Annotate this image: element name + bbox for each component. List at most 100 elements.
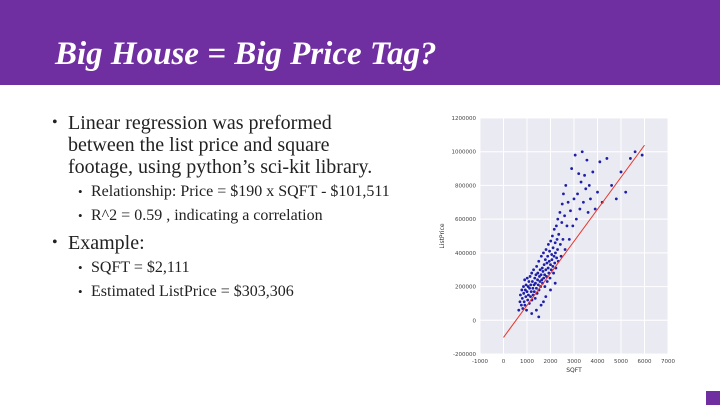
data-point (610, 184, 613, 187)
data-point (565, 224, 569, 228)
data-point (544, 268, 548, 272)
chart-svg: -1000 0 1000 2000 3000 4000 5000 6000 7000 -20000… (439, 116, 675, 374)
data-point (574, 217, 578, 221)
data-point (596, 190, 599, 194)
data-point (562, 192, 565, 196)
data-point (519, 293, 522, 297)
data-point (569, 209, 572, 213)
data-point (543, 258, 547, 261)
data-point (550, 234, 554, 238)
data-point (552, 271, 555, 275)
x-tick-label: 1000 (520, 359, 534, 365)
data-point (523, 278, 527, 282)
data-point (584, 187, 588, 191)
data-point (536, 283, 540, 287)
data-point (563, 248, 567, 251)
data-point (531, 280, 534, 283)
data-point (558, 243, 562, 246)
data-point (633, 150, 637, 154)
data-point (558, 211, 562, 214)
data-point (578, 207, 582, 211)
data-point (535, 264, 539, 268)
data-point (552, 254, 556, 258)
data-point (570, 167, 574, 170)
data-point (525, 290, 529, 294)
data-point (629, 157, 632, 160)
data-point (542, 263, 546, 267)
data-point (543, 273, 547, 277)
data-point (534, 281, 537, 285)
data-point (572, 197, 576, 201)
data-point (519, 303, 523, 307)
data-point (529, 290, 533, 294)
data-point (571, 224, 575, 228)
data-point (522, 285, 525, 288)
data-point (551, 246, 555, 250)
data-point (530, 312, 534, 315)
data-point (546, 266, 550, 270)
data-point (564, 184, 568, 187)
data-point (547, 259, 551, 263)
data-point (552, 227, 556, 231)
scatter-chart: -1000 0 1000 2000 3000 4000 5000 6000 7000 -20000… (430, 106, 675, 378)
y-tick-label: -200000 (453, 352, 476, 358)
y-tick-label: 0 (473, 318, 477, 324)
sub-bullet-estimate: Estimated ListPrice = $303,306 (78, 282, 392, 302)
data-point (548, 249, 551, 253)
data-point (545, 280, 549, 283)
data-point (556, 248, 559, 251)
data-point (542, 251, 545, 255)
data-point (583, 173, 586, 177)
data-point (554, 251, 557, 255)
data-point (587, 184, 591, 187)
x-tick-label: -1000 (472, 359, 488, 365)
data-point (524, 283, 528, 287)
data-point (537, 315, 541, 319)
data-point (549, 268, 553, 272)
y-tick-label: 400000 (455, 251, 476, 257)
bullet-example: Example: (52, 232, 392, 254)
data-point (555, 256, 559, 260)
data-point (529, 283, 533, 287)
data-point (539, 273, 543, 277)
data-point (526, 298, 530, 302)
sub-bullet-sqft: SQFT = $2,111 (78, 258, 392, 278)
data-point (542, 300, 545, 304)
slide-title: Big House = Big Price Tag? (55, 36, 437, 72)
data-point (560, 221, 564, 224)
y-tick-label: 800000 (455, 183, 476, 189)
y-tick-label: 1200000 (452, 116, 477, 122)
data-point (541, 270, 545, 273)
title-bar (0, 0, 720, 85)
data-point (559, 254, 563, 258)
data-point (577, 172, 581, 176)
sub-bullet-r-squared: R^2 = 0.59 , indicating a correlation (78, 206, 392, 226)
data-point (556, 217, 560, 221)
x-tick-label: 6000 (638, 359, 652, 365)
data-point (529, 295, 532, 299)
data-point (539, 303, 543, 307)
data-point (537, 259, 541, 263)
sub-bullet-relationship: Relationship: Price = $190 x SQFT - $101… (78, 182, 392, 202)
data-point (543, 285, 547, 288)
data-point (549, 239, 553, 243)
data-point (520, 288, 524, 292)
data-point (532, 268, 535, 272)
data-point (525, 276, 529, 280)
data-point (586, 211, 590, 214)
x-tick-label: 7000 (661, 359, 675, 365)
data-point (540, 266, 544, 270)
data-point (544, 295, 548, 299)
x-tick-label: 4000 (591, 359, 605, 365)
data-point (533, 296, 537, 300)
bullet-regression: Linear regression was preformed between … (52, 112, 392, 178)
data-point (538, 280, 542, 283)
data-point (593, 207, 597, 211)
data-point (530, 271, 534, 275)
data-point (619, 170, 623, 174)
regression-line (503, 144, 645, 338)
data-point (580, 150, 584, 154)
data-point (520, 296, 524, 300)
data-point (563, 214, 566, 218)
data-point (524, 295, 528, 299)
